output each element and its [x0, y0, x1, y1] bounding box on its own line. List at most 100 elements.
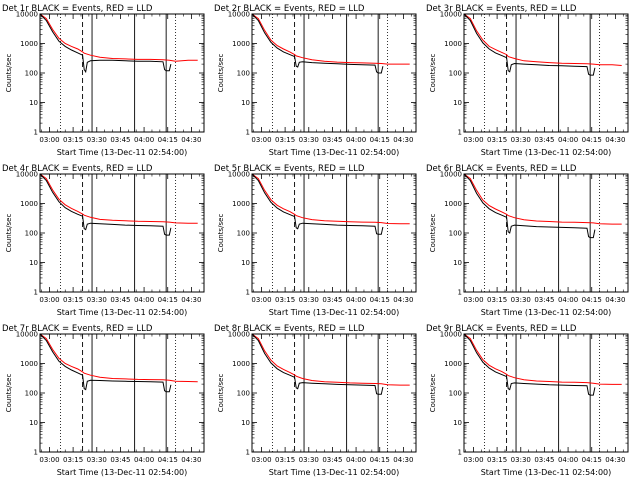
y-tick-label: 1000: [444, 360, 462, 368]
x-tick-label: 04:00: [346, 296, 366, 304]
x-tick-label: 04:15: [370, 456, 390, 464]
y-tick-label: 1: [246, 129, 250, 137]
y-axis-label: Counts/sec: [429, 54, 437, 93]
y-tick-label: 100: [237, 390, 250, 398]
y-axis-label: Counts/sec: [5, 214, 13, 253]
x-axis-label: Start Time (13-Dec-11 02:54:00): [57, 148, 188, 157]
y-tick-label: 10: [241, 259, 250, 267]
y-axis-label: Counts/sec: [5, 374, 13, 413]
lld-series-line: [40, 14, 198, 62]
y-tick-label: 100: [25, 230, 38, 238]
plot-frame: [39, 173, 205, 293]
y-tick-label: 1000: [232, 200, 250, 208]
y-tick-label: 10000: [440, 331, 462, 339]
x-tick-label: 03:00: [463, 136, 483, 144]
x-tick-label: 03:00: [463, 296, 483, 304]
plot-frame: [251, 333, 417, 453]
y-tick-label: 100: [25, 70, 38, 78]
x-tick-label: 03:15: [487, 136, 507, 144]
x-tick-label: 03:15: [487, 296, 507, 304]
x-tick-label: 04:30: [393, 136, 413, 144]
x-tick-label: 03:45: [110, 456, 130, 464]
y-tick-label: 1000: [20, 360, 38, 368]
x-tick-label: 03:45: [110, 136, 130, 144]
y-tick-label: 100: [449, 390, 462, 398]
y-tick-label: 10: [453, 99, 462, 107]
chart-panel: Det 7r BLACK = Events, RED = LLD Counts/s…: [2, 324, 205, 477]
x-tick-label: 04:00: [558, 136, 578, 144]
x-tick-label: 04:15: [582, 456, 602, 464]
plot-frame: [463, 173, 629, 293]
chart-title: Det 9r BLACK = Events, RED = LLD: [426, 324, 577, 334]
y-tick-label: 10000: [228, 171, 250, 179]
y-tick-label: 10000: [228, 11, 250, 19]
x-tick-label: 03:45: [534, 136, 554, 144]
x-tick-label: 03:30: [511, 296, 531, 304]
y-tick-label: 10: [29, 259, 38, 267]
events-series-line: [464, 334, 596, 396]
plot-frame: [39, 13, 205, 133]
x-axis-label: Start Time (13-Dec-11 02:54:00): [269, 308, 400, 317]
x-tick-label: 03:30: [87, 456, 107, 464]
chart-panel: Det 1r BLACK = Events, RED = LLD Counts/s…: [2, 4, 205, 157]
x-tick-label: 03:00: [251, 456, 271, 464]
chart-title: Det 2r BLACK = Events, RED = LLD: [214, 4, 365, 14]
plot-frame: [251, 13, 417, 133]
x-tick-label: 04:15: [370, 136, 390, 144]
x-axis-label: Start Time (13-Dec-11 02:54:00): [269, 468, 400, 477]
y-tick-label: 10000: [440, 11, 462, 19]
x-tick-label: 04:00: [346, 136, 366, 144]
x-tick-label: 04:00: [558, 296, 578, 304]
x-tick-label: 04:00: [134, 136, 154, 144]
x-tick-label: 03:15: [63, 456, 83, 464]
x-tick-label: 03:00: [463, 456, 483, 464]
x-tick-label: 03:00: [39, 136, 59, 144]
lld-series-line: [464, 334, 622, 385]
chart-title: Det 5r BLACK = Events, RED = LLD: [214, 164, 365, 174]
x-tick-label: 03:15: [275, 296, 295, 304]
x-tick-label: 04:30: [181, 296, 201, 304]
x-tick-label: 03:00: [251, 136, 271, 144]
x-tick-label: 04:15: [582, 296, 602, 304]
y-tick-label: 1: [34, 289, 38, 297]
plot-frame: [463, 333, 629, 453]
plot-frame: [39, 333, 205, 453]
y-tick-label: 1: [34, 449, 38, 457]
y-tick-label: 100: [449, 230, 462, 238]
events-series-line: [252, 174, 384, 235]
x-tick-label: 04:15: [582, 136, 602, 144]
events-series-line: [40, 174, 172, 236]
chart-panel: Det 5r BLACK = Events, RED = LLD Counts/s…: [214, 164, 417, 317]
lld-series-line: [252, 174, 410, 225]
x-tick-label: 03:30: [87, 296, 107, 304]
y-tick-label: 10000: [16, 331, 38, 339]
x-tick-label: 03:00: [39, 456, 59, 464]
x-tick-label: 03:45: [322, 136, 342, 144]
x-tick-label: 04:30: [181, 456, 201, 464]
x-axis-label: Start Time (13-Dec-11 02:54:00): [481, 148, 612, 157]
lld-series-line: [252, 334, 410, 386]
events-series-line: [464, 14, 596, 76]
x-tick-label: 04:15: [158, 456, 178, 464]
y-axis-label: Counts/sec: [429, 214, 437, 253]
x-tick-label: 03:45: [534, 296, 554, 304]
x-tick-label: 04:00: [134, 456, 154, 464]
x-axis-label: Start Time (13-Dec-11 02:54:00): [57, 308, 188, 317]
x-tick-label: 04:15: [370, 296, 390, 304]
y-tick-label: 1000: [20, 200, 38, 208]
x-tick-label: 03:15: [63, 136, 83, 144]
y-tick-label: 10000: [440, 171, 462, 179]
chart-title: Det 7r BLACK = Events, RED = LLD: [2, 324, 153, 334]
events-series-line: [40, 334, 172, 393]
lld-series-line: [464, 174, 622, 225]
x-tick-label: 03:00: [251, 296, 271, 304]
chart-panel: Det 6r BLACK = Events, RED = LLD Counts/s…: [426, 164, 629, 317]
chart-panel: Det 9r BLACK = Events, RED = LLD Counts/s…: [426, 324, 629, 477]
x-tick-label: 04:15: [158, 136, 178, 144]
y-axis-label: Counts/sec: [5, 54, 13, 93]
chart-title: Det 8r BLACK = Events, RED = LLD: [214, 324, 365, 334]
y-tick-label: 1: [246, 289, 250, 297]
y-tick-label: 10: [29, 419, 38, 427]
x-tick-label: 03:30: [511, 456, 531, 464]
y-tick-label: 10000: [16, 11, 38, 19]
